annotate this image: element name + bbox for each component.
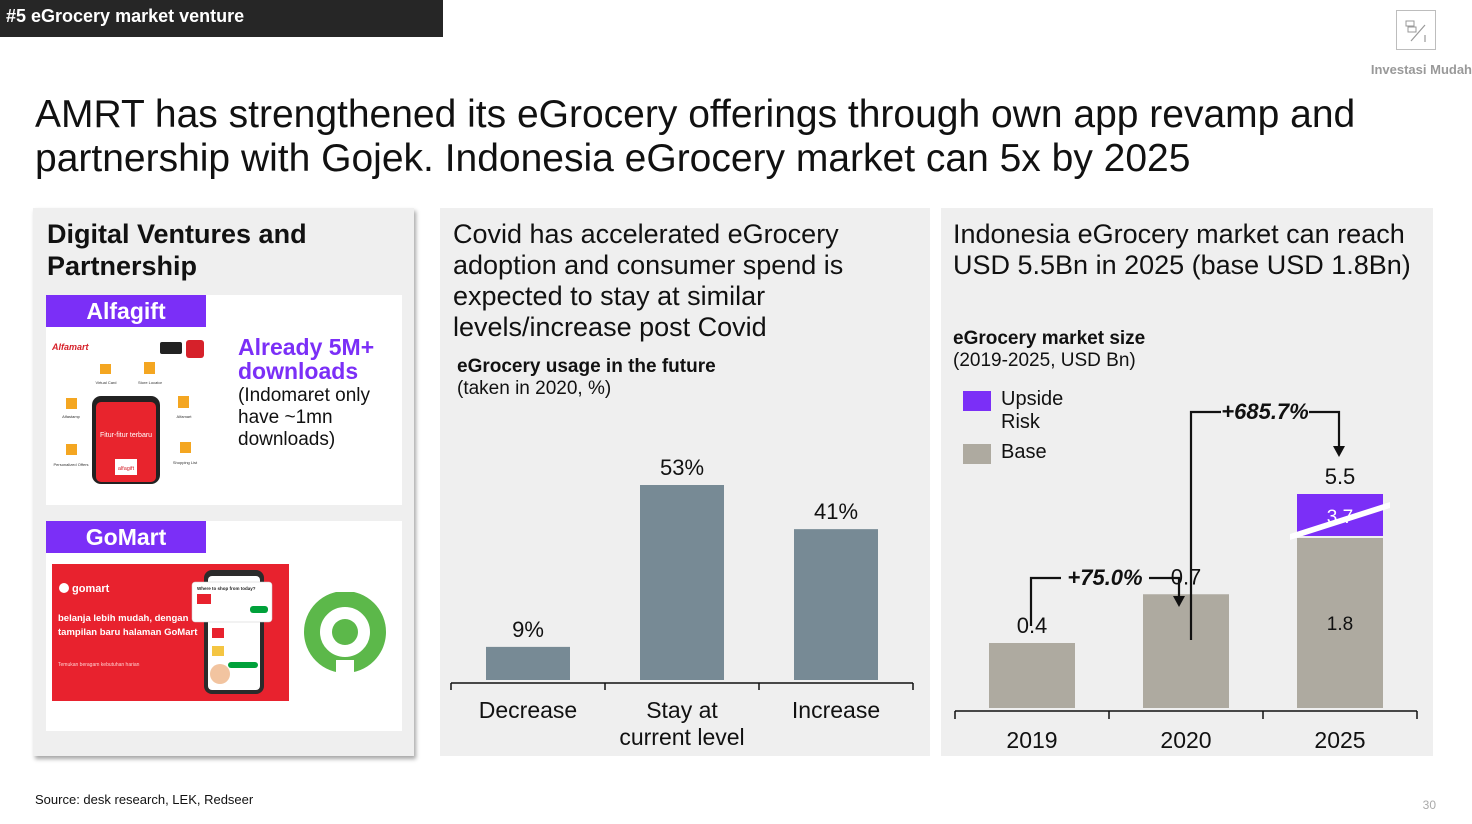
brand-name: Investasi Mudah	[1370, 62, 1472, 77]
gomart-banner-image: gomart belanja lebih mudah, dengan tampi…	[52, 564, 289, 701]
usage-category-label: current level	[619, 724, 744, 750]
market-year-label: 2025	[1314, 727, 1365, 753]
growth-2020-2025-arrowhead	[1333, 446, 1345, 457]
market-base-label: 1.8	[1327, 614, 1353, 635]
svg-text:Personalized Offers: Personalized Offers	[53, 462, 88, 467]
gomart-brand-text: gomart	[72, 583, 110, 595]
axis-break-mark	[1290, 502, 1390, 540]
gojek-logo-icon	[302, 591, 388, 678]
growth-2019-2020-arrowhead	[1173, 596, 1185, 607]
market-chart-subtitle: (2019-2025, USD Bn)	[953, 350, 1136, 371]
growth-2019-2020-label-bg	[1061, 564, 1149, 588]
growth-2020-2025-label-bg	[1221, 398, 1309, 422]
market-size-heading: Indonesia eGrocery market can reach USD …	[953, 219, 1411, 280]
alfamart-logo-text: Alfamart	[52, 342, 90, 352]
brand-logo-icon	[1396, 10, 1436, 50]
alfagift-label: Alfagift	[46, 295, 206, 327]
alfagift-app-image: Alfamart Fitur-fitur terbaru alfagift Vi…	[51, 336, 212, 486]
market-base-bar	[989, 643, 1075, 708]
usage-value-label: 41%	[814, 499, 858, 524]
legend-base-swatch	[963, 444, 991, 464]
svg-text:Store Locator: Store Locator	[138, 380, 163, 385]
svg-text:Where to shop from today?: Where to shop from today?	[197, 586, 256, 591]
legend-base-label: Base	[1001, 441, 1047, 463]
usage-category-label: Increase	[792, 697, 880, 723]
usage-chart-subtitle: (taken in 2020, %)	[457, 378, 612, 399]
usage-bar	[640, 485, 724, 680]
alfagift-screen-text: Fitur-fitur terbaru	[100, 432, 152, 439]
legend-upside-label: Upside Risk	[1001, 388, 1064, 433]
market-total-label: 5.5	[1325, 464, 1356, 489]
growth-2020-2025-label: +685.7%	[1221, 399, 1308, 424]
market-upside-label: 3.7	[1327, 507, 1353, 528]
market-base-bar	[1297, 538, 1383, 708]
svg-text:Alfamart: Alfamart	[177, 414, 193, 419]
usage-value-label: 9%	[512, 617, 544, 642]
svg-text:Virtual Card: Virtual Card	[95, 380, 116, 385]
alfagift-note: (Indomaret only have ~1mn downloads)	[238, 385, 371, 450]
svg-text:Alfastamp: Alfastamp	[62, 414, 81, 419]
legend-upside-swatch	[963, 391, 991, 411]
digital-ventures-title: Digital Ventures and Partnership	[47, 219, 307, 281]
usage-category-label: Stay at	[646, 697, 718, 723]
usage-chart-title: eGrocery usage in the future	[457, 356, 716, 377]
section-tag: #5 eGrocery market venture	[0, 0, 443, 37]
covid-adoption-heading: Covid has accelerated eGrocery adoption …	[453, 219, 844, 342]
svg-text:Shopping List: Shopping List	[173, 460, 198, 465]
market-total-label: 0.7	[1171, 564, 1202, 589]
svg-text:Temukan beragam kebutuhan hari: Temukan beragam kebutuhan harian	[58, 662, 140, 668]
alfagift-downloads: Already 5M+ downloads	[238, 334, 375, 384]
page-number: 30	[1422, 798, 1436, 812]
gomart-label: GoMart	[46, 521, 206, 553]
usage-value-label: 53%	[660, 455, 704, 480]
growth-2019-2020-label: +75.0%	[1067, 565, 1142, 590]
alfagift-mini-logo: alfagift	[118, 466, 135, 472]
usage-bar	[794, 529, 878, 680]
market-base-bar	[1143, 594, 1229, 708]
market-year-label: 2019	[1006, 727, 1057, 753]
usage-category-label: Decrease	[479, 697, 577, 723]
usage-bar	[486, 646, 570, 680]
market-year-label: 2020	[1160, 727, 1211, 753]
page-title: AMRT has strengthened its eGrocery offer…	[35, 93, 1356, 180]
source-note: Source: desk research, LEK, Redseer	[35, 792, 254, 807]
market-chart-title: eGrocery market size	[953, 328, 1146, 349]
